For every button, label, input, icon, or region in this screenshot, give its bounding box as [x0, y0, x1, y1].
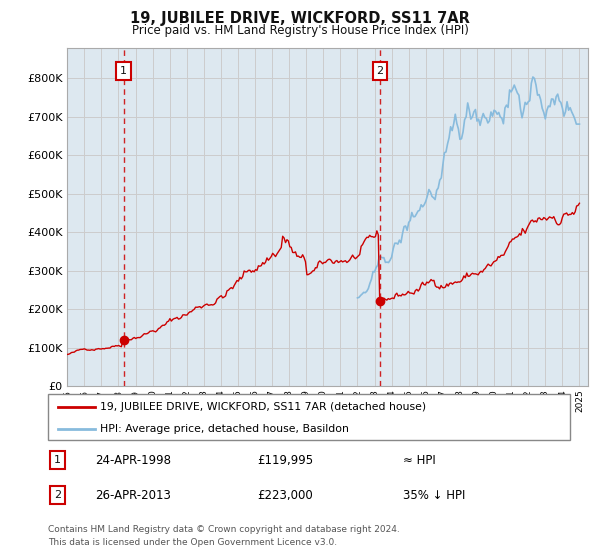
Text: 26-APR-2013: 26-APR-2013	[95, 488, 171, 502]
Text: Contains HM Land Registry data © Crown copyright and database right 2024.
This d: Contains HM Land Registry data © Crown c…	[48, 525, 400, 547]
Text: 35% ↓ HPI: 35% ↓ HPI	[403, 488, 466, 502]
Text: 1: 1	[54, 455, 61, 465]
Text: 2: 2	[376, 66, 383, 76]
Text: 19, JUBILEE DRIVE, WICKFORD, SS11 7AR (detached house): 19, JUBILEE DRIVE, WICKFORD, SS11 7AR (d…	[100, 402, 427, 412]
Text: ≈ HPI: ≈ HPI	[403, 454, 436, 466]
Text: Price paid vs. HM Land Registry's House Price Index (HPI): Price paid vs. HM Land Registry's House …	[131, 24, 469, 37]
Text: 24-APR-1998: 24-APR-1998	[95, 454, 171, 466]
Text: 1: 1	[120, 66, 127, 76]
Text: £223,000: £223,000	[257, 488, 313, 502]
Text: 2: 2	[54, 490, 61, 500]
Text: 19, JUBILEE DRIVE, WICKFORD, SS11 7AR: 19, JUBILEE DRIVE, WICKFORD, SS11 7AR	[130, 11, 470, 26]
Text: HPI: Average price, detached house, Basildon: HPI: Average price, detached house, Basi…	[100, 424, 349, 435]
Text: £119,995: £119,995	[257, 454, 313, 466]
